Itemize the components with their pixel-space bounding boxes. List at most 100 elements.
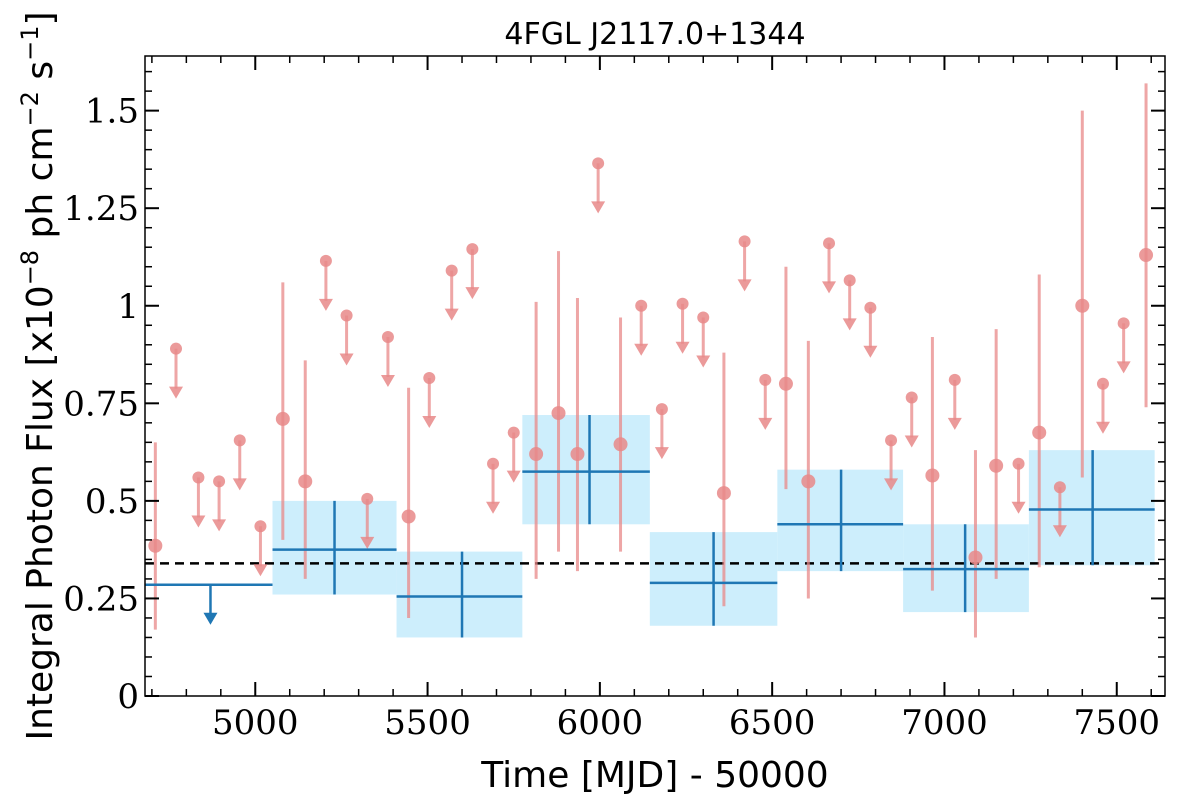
y-axis-label-exp1: −8 — [16, 250, 44, 285]
short-bin-point — [1075, 298, 1090, 313]
y-tick-label: 1 — [117, 287, 139, 327]
short-bin-upper-limit-point — [423, 371, 436, 384]
short-bin-upper-limit-point — [592, 157, 605, 170]
short-bin-upper-limit-arrow — [253, 564, 268, 577]
short-bin-upper-limit-point — [676, 297, 689, 310]
short-bin-point — [570, 447, 585, 462]
short-bin-point — [1032, 425, 1047, 440]
short-bin-upper-limit-point — [759, 373, 772, 386]
x-tick-label: 6500 — [729, 703, 816, 743]
short-bin-point — [968, 550, 983, 565]
short-bin-upper-limit-arrow — [634, 343, 649, 356]
short-bin-point — [801, 474, 816, 489]
short-bin-point — [551, 406, 566, 421]
y-axis-label-exp2: −2 — [16, 91, 44, 126]
short-bin-upper-limit-point — [655, 403, 668, 416]
y-tick-label: 1.25 — [63, 189, 139, 229]
short-bin-point — [989, 458, 1004, 473]
x-tick-label: 5500 — [384, 703, 471, 743]
short-bin-upper-limit-point — [948, 373, 961, 386]
short-bin-upper-limit-arrow — [675, 341, 690, 354]
short-bin-upper-limit-arrow — [696, 355, 711, 368]
short-bin-upper-limit-arrow — [444, 308, 459, 321]
short-bin-upper-limit-arrow — [339, 353, 354, 366]
y-axis-label-mid2: s — [20, 61, 61, 91]
short-bin-upper-limit-arrow — [380, 374, 395, 387]
short-bin-upper-limit-arrow — [904, 435, 919, 448]
short-bin-upper-limit-arrow — [654, 447, 669, 460]
short-bin-point — [529, 447, 544, 462]
short-bin-upper-limit-arrow — [486, 501, 501, 514]
short-bin-upper-limit-arrow — [318, 298, 333, 311]
short-bin-point — [778, 376, 793, 391]
short-bin-upper-limit-point — [1053, 481, 1066, 494]
short-bin-upper-limit-arrow — [465, 287, 480, 300]
short-bin-point — [148, 538, 163, 553]
short-bin-upper-limit-point — [340, 309, 353, 322]
short-bin-upper-limit-point — [254, 520, 267, 533]
short-bin-upper-limit-point — [1012, 457, 1025, 470]
short-bin-point — [298, 474, 313, 489]
y-tick-label: 0 — [117, 677, 139, 717]
short-bin-upper-limit-point — [697, 311, 710, 324]
short-bin-upper-limit-arrow — [758, 417, 773, 430]
short-bin-point — [275, 411, 290, 426]
y-axis-label-main: Integral Photon Flux [x10 — [20, 285, 61, 740]
plot-frame — [144, 55, 1166, 697]
short-bin-point — [925, 468, 940, 483]
short-bin-upper-limit-arrow — [884, 478, 899, 491]
short-bin-upper-limit-arrow — [863, 345, 878, 358]
short-bin-upper-limit-arrow — [360, 536, 375, 549]
long-bin-band — [396, 551, 523, 638]
y-axis-label-end: ] — [20, 11, 61, 25]
short-bin-upper-limit-point — [487, 457, 500, 470]
short-bin-upper-limit-point — [864, 301, 877, 314]
short-bin-upper-limit-point — [445, 264, 458, 277]
short-bin-upper-limit-arrow — [506, 470, 521, 483]
short-bin-upper-limit-arrow — [947, 417, 962, 430]
short-bin-upper-limit-arrow — [737, 279, 752, 292]
short-bin-upper-limit-point — [361, 492, 374, 505]
short-bin-upper-limit-point — [170, 342, 183, 355]
x-tick-label: 6000 — [557, 703, 644, 743]
short-bin-upper-limit-point — [1096, 377, 1109, 390]
short-bin-upper-limit-arrow — [1052, 525, 1067, 538]
short-bin-upper-limit-arrow — [232, 478, 247, 491]
short-bin-upper-limit-point — [738, 235, 751, 248]
short-bin-upper-limit-point — [507, 426, 520, 439]
long-bin-band — [522, 415, 650, 525]
short-bin-upper-limit-arrow — [422, 415, 437, 428]
short-bin-upper-limit-point — [213, 475, 226, 488]
short-bin-upper-limit-point — [823, 237, 836, 250]
long-bin-upper-limit-arrow — [203, 612, 218, 625]
y-tick-label: 0.25 — [63, 579, 139, 619]
short-bin-point — [613, 437, 628, 452]
short-bin-upper-limit-point — [381, 330, 394, 343]
long-bin-series — [145, 415, 1155, 638]
short-bin-upper-limit-arrow — [1116, 361, 1131, 374]
short-bin-upper-limit-point — [466, 243, 479, 256]
short-bin-point — [1139, 248, 1154, 263]
x-axis-label: Time [MJD] - 50000 — [480, 755, 828, 796]
short-bin-upper-limit-arrow — [1011, 501, 1026, 514]
short-bin-point — [716, 486, 731, 501]
short-bin-upper-limit-point — [905, 391, 918, 404]
short-bin-upper-limit-point — [843, 274, 856, 287]
short-bin-upper-limit-point — [1117, 317, 1130, 330]
short-bin-upper-limit-arrow — [212, 519, 227, 532]
y-axis-label-exp3: −1 — [16, 26, 44, 61]
short-bin-upper-limit-point — [885, 434, 898, 447]
short-bin-series — [148, 83, 1154, 638]
short-bin-upper-limit-arrow — [169, 386, 184, 399]
short-bin-upper-limit-arrow — [591, 201, 606, 214]
chart-title: 4FGL J2117.0+1344 — [504, 17, 805, 52]
short-bin-upper-limit-arrow — [191, 515, 206, 528]
short-bin-upper-limit-point — [635, 299, 648, 312]
short-bin-upper-limit-point — [319, 254, 332, 267]
x-tick-label: 5000 — [212, 703, 299, 743]
short-bin-point — [401, 509, 416, 524]
y-axis-label: Integral Photon Flux [x10−8 ph cm−2 s−1] — [16, 11, 61, 740]
axis-ticks: 5000 5500 6000 6500 7000 7500 0 0.25 0.5 0.75 1 1.2… — [63, 56, 1165, 743]
short-bin-upper-limit-arrow — [822, 281, 837, 294]
